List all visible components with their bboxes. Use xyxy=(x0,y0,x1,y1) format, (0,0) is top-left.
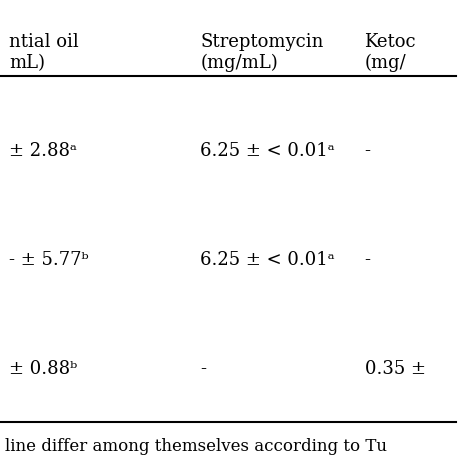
Text: -: - xyxy=(201,360,207,378)
Text: ntial oil
mL): ntial oil mL) xyxy=(9,33,79,72)
Text: -: - xyxy=(365,251,371,269)
Text: -: - xyxy=(365,142,371,160)
Text: 6.25 ± < 0.01ᵃ: 6.25 ± < 0.01ᵃ xyxy=(201,251,335,269)
Text: Ketoc
(mg/: Ketoc (mg/ xyxy=(365,33,416,72)
Text: line differ among themselves according to Tu: line differ among themselves according t… xyxy=(5,438,387,455)
Text: 0.35 ±: 0.35 ± xyxy=(365,360,426,378)
Text: 6.25 ± < 0.01ᵃ: 6.25 ± < 0.01ᵃ xyxy=(201,142,335,160)
Text: - ± 5.77ᵇ: - ± 5.77ᵇ xyxy=(9,251,89,269)
Text: ± 2.88ᵃ: ± 2.88ᵃ xyxy=(9,142,77,160)
Text: ± 0.88ᵇ: ± 0.88ᵇ xyxy=(9,360,77,378)
Text: Streptomycin
(mg/mL): Streptomycin (mg/mL) xyxy=(201,33,324,72)
